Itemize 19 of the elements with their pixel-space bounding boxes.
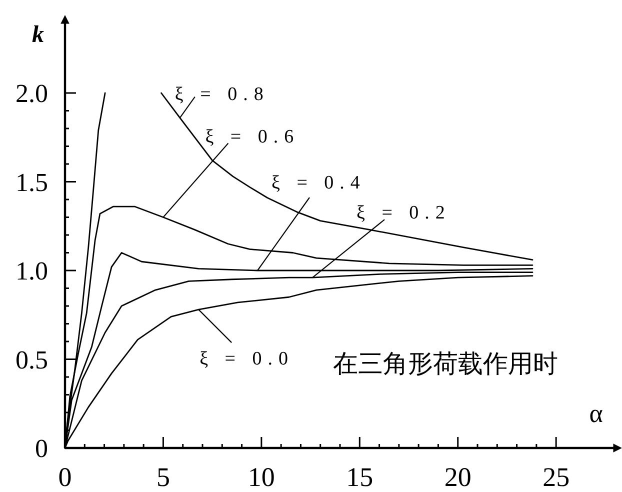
y-tick-label: 0.5	[16, 345, 48, 374]
curve-label: ξ = 0.8	[174, 84, 270, 105]
x-tick-label: 5	[156, 462, 170, 492]
y-tick-label: 1.0	[16, 256, 48, 286]
x-tick-label: 10	[248, 462, 275, 492]
x-tick-label: 0	[58, 462, 72, 492]
curve-label: ξ = 0.0	[200, 348, 294, 370]
note: 在三角形荷载作用时	[333, 351, 558, 378]
curve-label: ξ = 0.6	[205, 126, 300, 148]
curve-label: ξ = 0.2	[356, 202, 451, 224]
y-tick-label: 2.0	[16, 79, 48, 108]
y-tick-label: 1.5	[16, 168, 48, 197]
x-tick-label: 15	[346, 462, 374, 492]
x-axis-title: α	[589, 399, 603, 428]
x-tick-label: 25	[542, 462, 570, 492]
y-tick-label: 0	[35, 434, 48, 463]
curve-label: ξ = 0.4	[272, 172, 366, 194]
x-tick-label: 20	[444, 462, 472, 492]
y-axis-title: k	[32, 22, 44, 48]
